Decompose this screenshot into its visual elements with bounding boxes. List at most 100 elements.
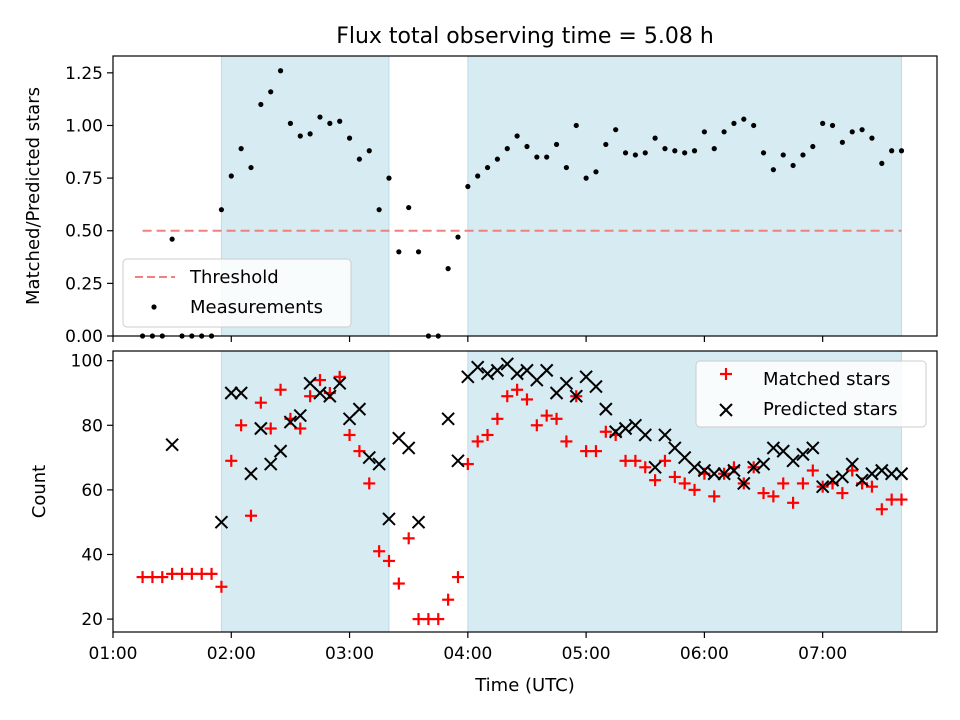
matched-star-marker: [373, 545, 386, 558]
measurement-point: [553, 141, 560, 148]
measurement-point: [859, 127, 865, 133]
matched-star-marker: [875, 503, 888, 516]
chart-title: Flux total observing time = 5.08 h: [336, 24, 714, 49]
matched-star-marker: [392, 577, 405, 590]
matched-stars-points: [136, 370, 908, 626]
predicted-star-marker: [746, 460, 761, 474]
predicted-star-marker: [263, 457, 278, 471]
measurement-point: [770, 167, 776, 173]
predicted-star-marker: [756, 457, 771, 471]
predicted-star-marker: [234, 386, 248, 400]
predicted-star-marker: [648, 460, 662, 474]
bottom-y-ticks: 20 40 60 80 100: [71, 352, 113, 630]
predicted-star-marker: [559, 376, 574, 391]
matched-star-marker: [708, 490, 721, 503]
measurement-point: [327, 120, 333, 126]
predicted-star-marker: [845, 457, 859, 471]
predicted-star-marker: [707, 467, 721, 481]
measurement-point: [622, 150, 629, 156]
predicted-star-marker: [254, 421, 268, 436]
shaded-interval-1: [467, 55, 903, 337]
y-tick-label: 0.75: [65, 169, 103, 189]
measurement-point: [386, 175, 392, 181]
measurement-point: [228, 173, 234, 179]
matched-star-marker: [304, 390, 317, 403]
matched-star-marker: [343, 428, 356, 441]
predicted-star-marker: [855, 473, 869, 487]
y-tick-label: 0.25: [65, 274, 103, 294]
matched-star-marker: [806, 464, 819, 477]
bottom-legend: Matched stars Predicted stars: [695, 360, 927, 428]
measurement-point: [731, 120, 737, 126]
predicted-star-marker: [618, 421, 633, 436]
matched-star-marker: [225, 454, 238, 467]
matched-star-marker: [294, 422, 307, 435]
measurement-point: [573, 122, 579, 129]
top-measurement-points: [139, 68, 905, 339]
matched-star-marker: [501, 390, 514, 403]
measurement-point: [415, 249, 422, 255]
measurement-point: [376, 207, 382, 213]
predicted-star-marker: [244, 467, 258, 481]
predicted-star-marker: [815, 479, 830, 494]
predicted-star-marker: [352, 402, 367, 416]
predicted-star-marker: [766, 441, 781, 455]
top-y-ticks: 0.00 0.25 0.50 0.75 1.00 1.25: [65, 64, 113, 347]
y-tick-label: 0.00: [65, 327, 103, 347]
top-legend-box: [122, 258, 352, 328]
measurement-point: [248, 164, 254, 171]
measurement-point: [662, 146, 668, 152]
measurement-point: [760, 150, 767, 156]
matched-star-marker: [777, 477, 790, 490]
bottom-panel-frame: [112, 350, 938, 633]
predicted-star-marker: [224, 386, 238, 400]
predicted-star-marker: [796, 447, 810, 462]
predicted-star-marker: [884, 467, 899, 481]
measurement-point: [898, 148, 905, 154]
matched-star-marker: [353, 445, 366, 458]
x-axis-label: Time (UTC): [474, 675, 575, 696]
measurement-point: [879, 160, 885, 166]
measurement-point: [839, 139, 845, 145]
matched-star-marker: [649, 474, 662, 487]
predicted-star-marker: [608, 425, 623, 439]
predicted-star-marker: [539, 363, 554, 378]
measurement-point: [406, 204, 412, 211]
matched-star-marker: [382, 554, 395, 567]
measurement-point: [721, 129, 727, 135]
threshold-legend-label: Threshold: [189, 267, 279, 288]
top-panel-frame: [112, 55, 938, 337]
measurement-point: [297, 133, 303, 139]
matched-star-marker: [846, 464, 859, 477]
x-tick-label: 05:00: [562, 644, 611, 664]
measurement-point: [465, 183, 471, 190]
x-tick-label: 01:00: [89, 644, 138, 664]
measurement-point: [238, 146, 244, 152]
predicted-star-marker: [599, 402, 613, 416]
measurement-point: [613, 127, 619, 133]
predicted-star-marker: [470, 360, 485, 374]
matched-star-marker: [333, 370, 346, 383]
measurement-point: [810, 143, 816, 150]
matched-star-marker: [511, 383, 524, 396]
x-tick-label: 04:00: [443, 644, 492, 664]
measurement-point: [701, 129, 707, 135]
measurement-point: [632, 152, 638, 158]
y-tick-label: 1.00: [65, 116, 103, 136]
measurement-point: [494, 156, 501, 162]
measurement-point: [169, 236, 175, 242]
measurement-point: [445, 266, 451, 272]
measurement-point: [711, 146, 717, 152]
y-tick-label: 80: [81, 416, 103, 436]
measurement-point: [642, 150, 648, 156]
predicted-star-marker: [687, 460, 702, 474]
matched-star-marker: [481, 428, 494, 441]
x-tick-label: 02:00: [207, 644, 256, 664]
predicted-star-marker: [382, 512, 396, 526]
x-tick-label: 03:00: [325, 644, 374, 664]
matched-star-marker: [264, 422, 277, 435]
measurement-point: [534, 154, 540, 160]
matched-star-marker: [451, 571, 464, 584]
predicted-star-marker: [451, 454, 465, 468]
